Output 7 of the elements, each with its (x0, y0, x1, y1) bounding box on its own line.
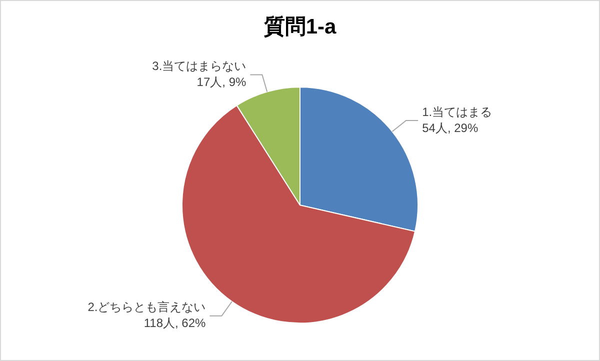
slice-label: 3.当てはまらない (152, 59, 246, 74)
slice-label: 2.どちらとも言えない (88, 300, 206, 314)
data-label: 118人, 62% (144, 316, 206, 330)
chart-title: 質問1-a (262, 14, 336, 38)
data-label: 54人, 29% (422, 120, 478, 135)
data-label: 17人, 9% (196, 75, 246, 90)
slice-label: 1.当てはまる (422, 104, 492, 119)
